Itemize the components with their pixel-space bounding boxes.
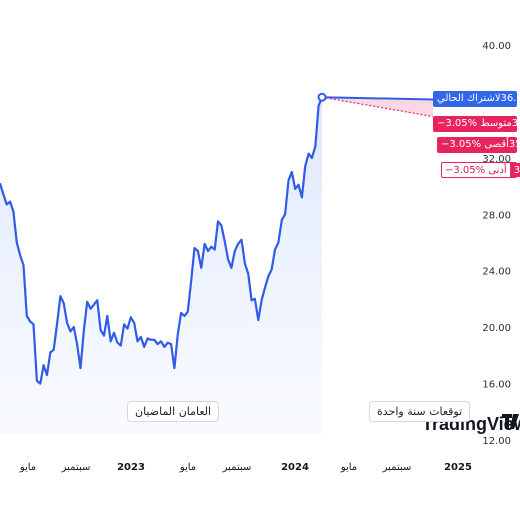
tradingview-icon (502, 414, 519, 429)
average-forecast-badge: −3.05% متوسط 35.00 (433, 116, 520, 132)
high-forecast-value: 35.00 (508, 139, 520, 150)
x-tick-label: مايو (340, 462, 357, 473)
low-forecast-label: −3.05% أدنى (445, 165, 507, 176)
one-year-forecast-label: توقعات سنة واحدة (369, 401, 471, 422)
average-forecast-line (321, 96, 434, 118)
x-tick-label: 2025 (444, 462, 472, 473)
current-price-label: لاشتراك الحالي (437, 93, 501, 104)
y-tick-label: 20.00 (482, 323, 511, 334)
low-forecast-value: 35.00 (509, 163, 520, 177)
x-tick-label: سبتمبر (382, 462, 412, 473)
x-tick-label: سبتمبر (61, 462, 91, 473)
y-tick-label: 24.00 (482, 267, 511, 278)
average-forecast-label: −3.05% متوسط (437, 118, 512, 129)
high-forecast-badge: −3.05% أقصى 35.00 (437, 137, 520, 153)
low-forecast-badge: −3.05% أدنى 35.00 (441, 162, 520, 178)
price-line (0, 96, 324, 385)
last-price-marker (317, 92, 327, 102)
y-tick-label: 40.00 (482, 41, 511, 52)
y-tick-label: 16.00 (482, 380, 511, 391)
x-tick-label: مايو (179, 462, 196, 473)
current-price-value: 36.10 (500, 93, 520, 104)
current-price-line (321, 96, 434, 101)
average-forecast-value: 35.00 (511, 118, 520, 129)
x-tick-label: 2024 (281, 462, 309, 473)
x-tick-label: 2023 (117, 462, 145, 473)
y-tick-label: 12.00 (482, 436, 511, 447)
x-tick-label: سبتمبر (222, 462, 252, 473)
high-forecast-label: −3.05% أقصى (441, 139, 509, 150)
y-tick-label: 28.00 (482, 210, 511, 221)
past-two-years-label: العامان الماضيان (127, 401, 220, 422)
x-tick-label: مايو (19, 462, 36, 473)
y-tick-label: 32.00 (482, 154, 511, 165)
price-area (0, 97, 322, 435)
current-price-badge: لاشتراك الحالي 36.10 (433, 91, 520, 107)
